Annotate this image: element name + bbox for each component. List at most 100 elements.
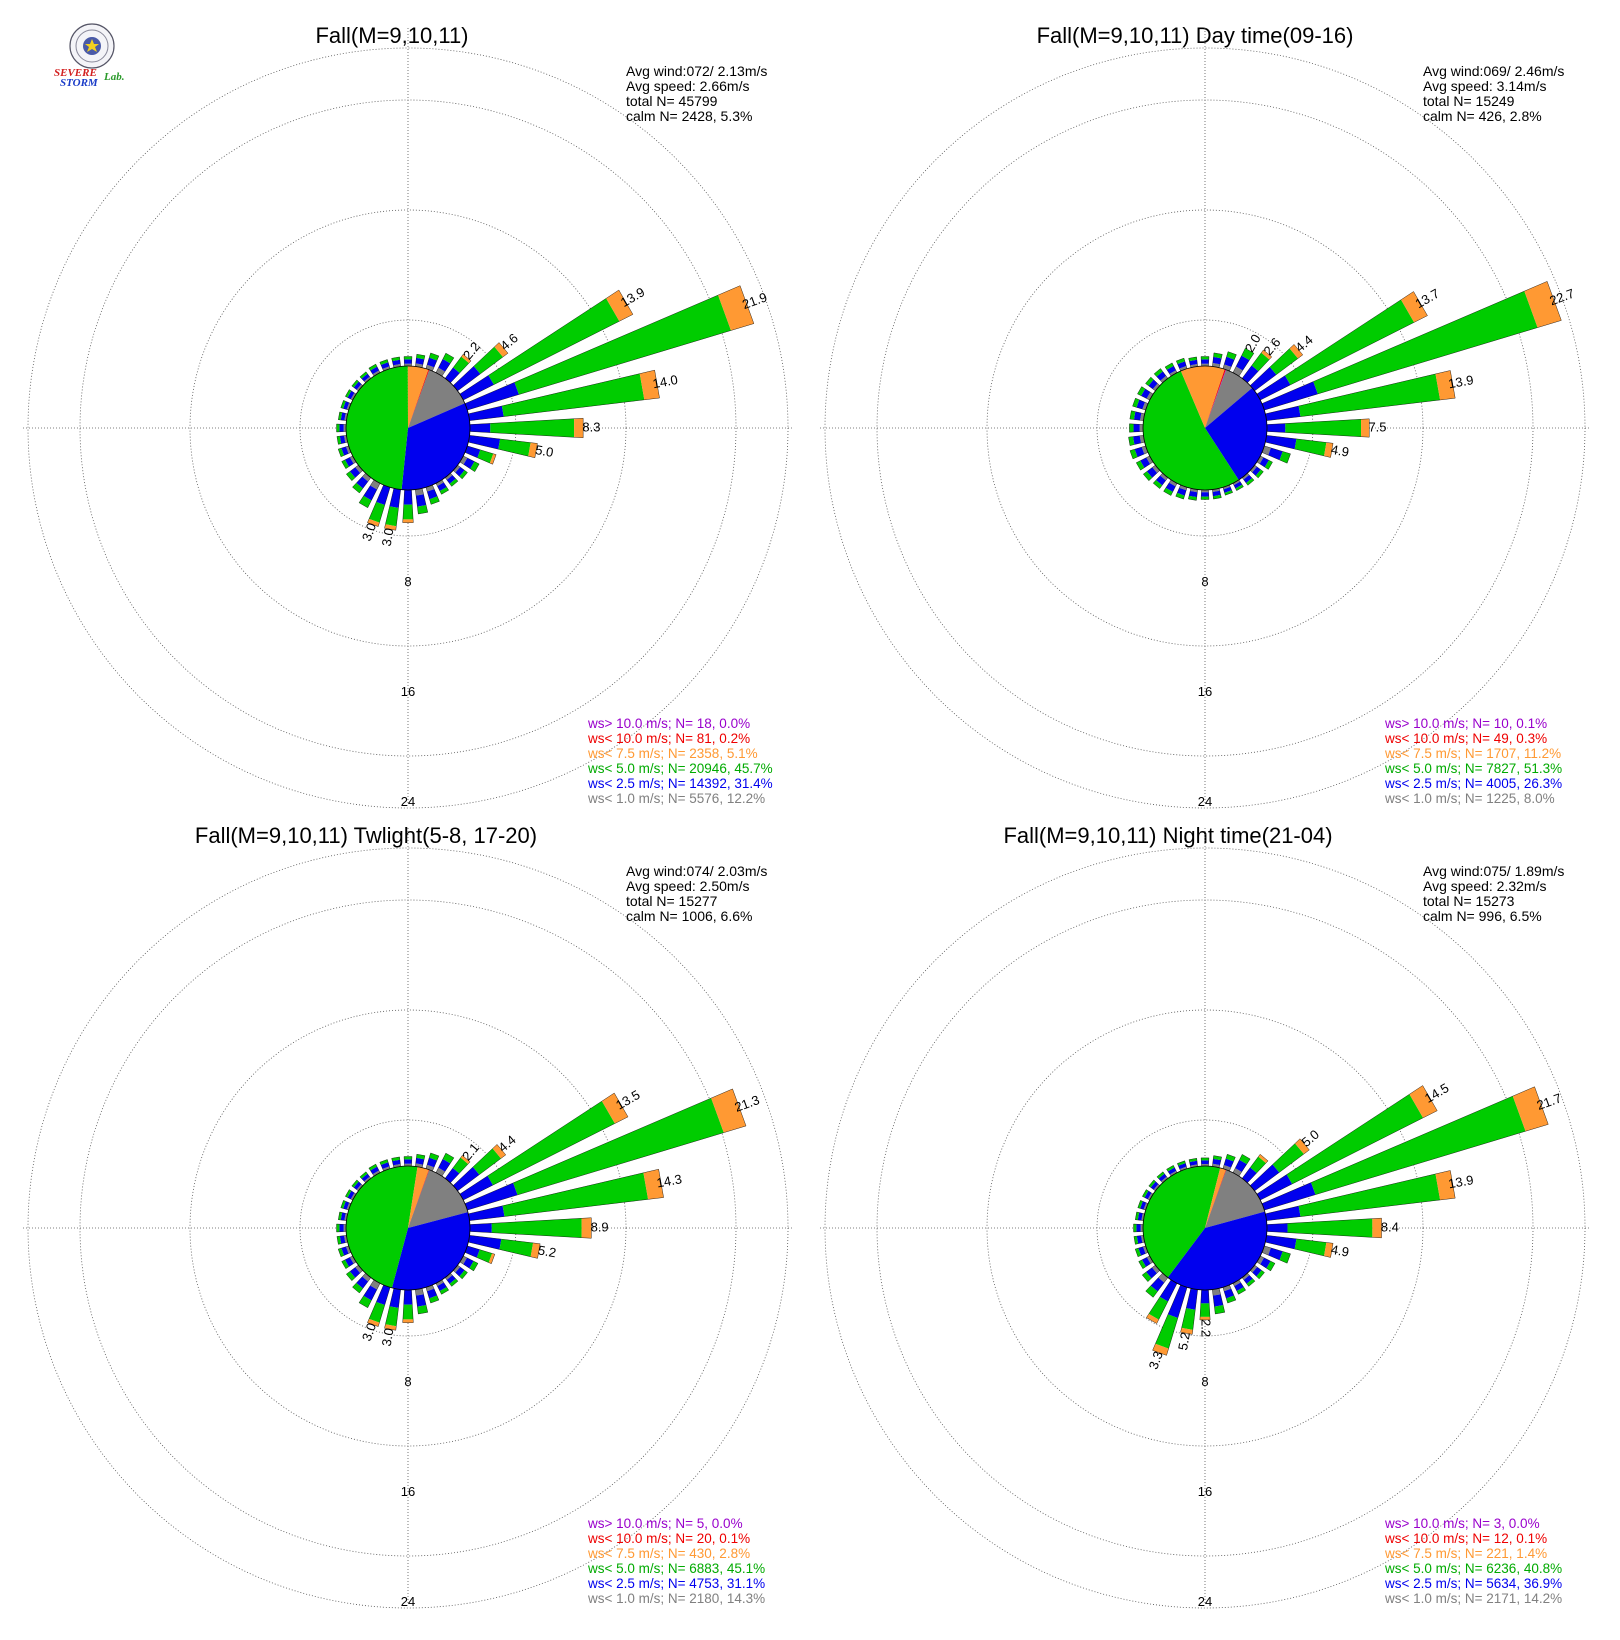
direction-bar [359, 371, 372, 384]
direction-bar [338, 411, 348, 421]
bar-value-label: 5.2 [1175, 1331, 1193, 1351]
bar-segment [361, 1173, 370, 1182]
bar-value-label: 21.7 [1535, 1090, 1564, 1113]
stat-calm: calm N= 1006, 6.6% [626, 908, 752, 924]
bar-segment [1146, 1313, 1159, 1324]
direction-bar [1249, 1138, 1310, 1192]
direction-bar [425, 352, 440, 372]
bar-segment [1255, 469, 1264, 478]
direction-bar [425, 484, 440, 505]
direction-bar [352, 472, 372, 494]
bar-segment [427, 1288, 437, 1299]
direction-bar [1266, 1217, 1382, 1239]
bar-segment [472, 1148, 501, 1175]
bar-segment [1261, 349, 1272, 360]
bar-segment [1148, 1179, 1156, 1188]
direction-bar [1266, 418, 1370, 438]
bar-segment [1201, 356, 1209, 360]
direction-bar [1175, 484, 1188, 500]
bar-segment [489, 453, 497, 465]
bar-segment [343, 1201, 350, 1210]
bar-segment [1189, 491, 1198, 498]
ring-label: 16 [401, 1484, 415, 1499]
direction-bar [459, 289, 634, 401]
direction-bar [337, 1245, 352, 1257]
bar-segment [1295, 1138, 1310, 1155]
direction-bar [1212, 488, 1222, 500]
bar-value-label: 21.9 [740, 289, 769, 312]
direction-bar [1256, 291, 1428, 401]
direction-bar [1188, 356, 1198, 368]
bar-segment [459, 470, 468, 479]
bar-segment [1133, 411, 1142, 421]
bar-segment [350, 1192, 357, 1201]
pie-slice [1205, 1169, 1265, 1228]
windrose-panel-3: Fall(M=9,10,11) Twlight(5-8, 17-20) Avg w… [23, 823, 793, 1609]
bar-segment [446, 1275, 456, 1284]
bar-segment [1246, 1278, 1255, 1287]
pie-slice [1205, 369, 1253, 428]
pie-slice [408, 369, 430, 428]
bar-value-label: 21.3 [733, 1092, 762, 1115]
bar-segment [494, 342, 508, 357]
bar-segment [402, 1304, 414, 1320]
direction-bar [468, 435, 538, 459]
bar-segment [1141, 1257, 1151, 1267]
bar-segment [1252, 466, 1261, 476]
pie-slice [408, 369, 465, 428]
direction-bar [1188, 488, 1198, 501]
pie-slice [1205, 369, 1227, 428]
bar-segment [1179, 366, 1188, 372]
bar-segment [1512, 1086, 1549, 1132]
bar-segment [1169, 370, 1178, 377]
bar-segment [1256, 375, 1291, 401]
direction-bar [403, 356, 413, 367]
bar-segment [1279, 1251, 1291, 1264]
bar-segment [1144, 1190, 1152, 1200]
bar-segment [476, 1249, 493, 1263]
bar-segment [344, 1213, 348, 1221]
legend-entry: ws< 1.0 m/s; N= 2171, 14.2% [1384, 1591, 1562, 1606]
bar-segment [425, 1164, 435, 1172]
bar-segment [492, 1144, 506, 1159]
direction-bar [1129, 445, 1149, 460]
direction-bar [1133, 1235, 1145, 1245]
bar-segment [338, 411, 343, 420]
bar-segment [339, 1235, 346, 1244]
bar-segment [1265, 406, 1301, 421]
bar-segment [1260, 1257, 1271, 1269]
direction-bar [1133, 1223, 1144, 1233]
legend-entry: ws< 1.0 m/s; N= 2180, 14.3% [587, 1591, 765, 1606]
stat-avg-wind: Avg wind:072/ 2.13m/s [626, 63, 767, 79]
bar-segment [1139, 424, 1144, 432]
chart-title: Fall(M=9,10,11) [315, 23, 468, 48]
bar-segment [392, 1159, 401, 1166]
direction-bar [1200, 1157, 1210, 1167]
direction-bar [1129, 423, 1144, 433]
bar-segment [363, 485, 377, 501]
direction-bar [1222, 351, 1237, 372]
direction-bar [1241, 1272, 1256, 1287]
bar-segment [1189, 359, 1198, 366]
bar-segment [1268, 447, 1283, 460]
bar-segment [1146, 392, 1154, 401]
bar-segment [353, 1181, 362, 1190]
bar-value-label: 5.2 [537, 1242, 557, 1260]
bar-segment [470, 461, 480, 472]
bar-segment [379, 1159, 389, 1165]
bar-segment [361, 373, 370, 382]
stat-total: total N= 15277 [626, 893, 718, 909]
bar-segment [1201, 363, 1209, 367]
bar-segment [355, 465, 363, 474]
bar-segment [364, 1176, 371, 1183]
bar-segment [1165, 362, 1174, 370]
bar-segment [1212, 490, 1221, 497]
bar-segment [1252, 1266, 1262, 1277]
bar-segment [352, 482, 363, 493]
bar-value-label: 22.7 [1547, 286, 1576, 309]
bar-segment [1189, 1160, 1198, 1166]
bar-segment [442, 353, 454, 364]
legend-entry: ws< 2.5 m/s; N= 4005, 26.3% [1384, 776, 1562, 791]
bar-segment [1154, 368, 1163, 377]
bar-segment [1177, 361, 1187, 369]
